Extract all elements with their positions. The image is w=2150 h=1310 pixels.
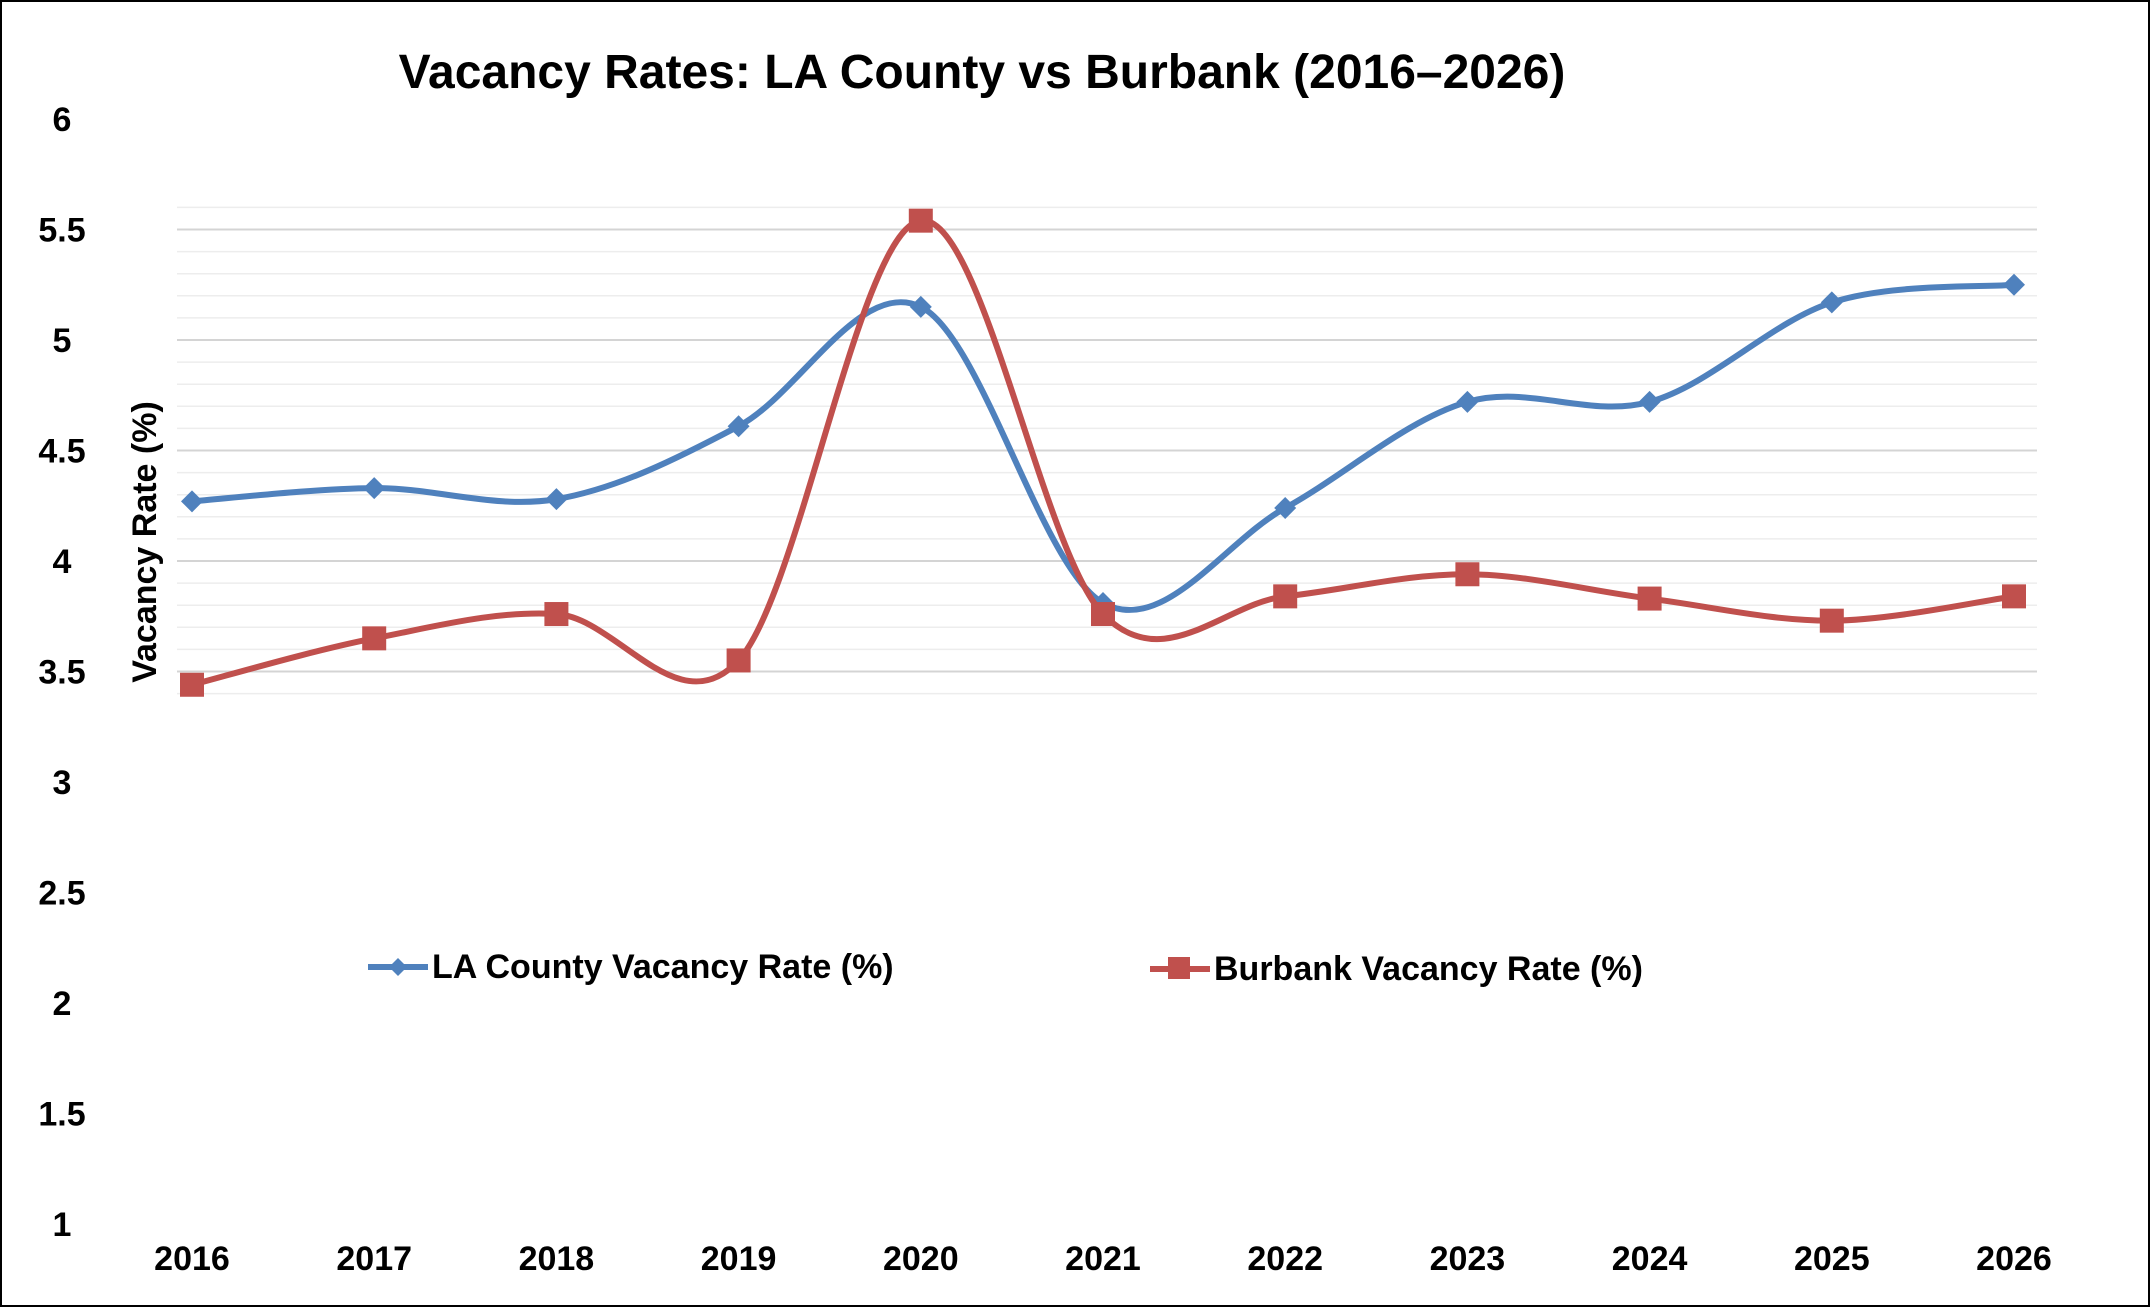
y-tick-label: 5.5 (38, 212, 85, 250)
data-point-marker (1819, 608, 1844, 633)
data-point-marker (2003, 273, 2025, 296)
legend-marker-la-county (389, 958, 407, 976)
x-tick-label: 2026 (1976, 1240, 2052, 1278)
chart-title: Vacancy Rates: LA County vs Burbank (201… (399, 46, 1566, 99)
y-axis-ticks: 1 1.5 2 2.5 3 3.5 4 4.5 5 5.5 6 (38, 101, 85, 1244)
x-tick-label: 2019 (701, 1240, 777, 1278)
data-point-marker (362, 626, 387, 651)
data-point-marker (1455, 562, 1480, 587)
data-point-marker (363, 477, 386, 500)
data-point-marker (1456, 390, 1479, 413)
y-tick-label: 2 (53, 985, 72, 1023)
y-tick-label: 6 (53, 101, 72, 139)
legend-label-la-county: LA County Vacancy Rate (%) (432, 948, 894, 986)
data-point-marker (726, 648, 751, 673)
gridlines (177, 206, 2037, 695)
x-axis-ticks: 2016 2017 2018 2019 2020 2021 2022 2023 2024 2025… (154, 1240, 2052, 1278)
y-tick-label: 3.5 (38, 654, 85, 692)
x-tick-label: 2018 (519, 1240, 595, 1278)
legend-marker-burbank (1168, 957, 1190, 979)
data-point-marker (544, 602, 569, 627)
x-tick-label: 2021 (1065, 1240, 1141, 1278)
data-point-marker (180, 672, 204, 697)
data-point-marker (545, 488, 568, 511)
y-tick-label: 1 (53, 1206, 72, 1244)
y-axis-label: Vacancy Rate (%) (126, 401, 164, 683)
legend: LA County Vacancy Rate (%) Burbank Vacan… (368, 948, 1643, 988)
x-tick-label: 2025 (1794, 1240, 1870, 1278)
data-point-marker (1820, 291, 1843, 314)
x-tick-label: 2023 (1430, 1240, 1506, 1278)
x-tick-label: 2024 (1612, 1240, 1688, 1278)
x-tick-label: 2020 (883, 1240, 959, 1278)
x-tick-label: 2016 (154, 1240, 230, 1278)
data-point-marker (1274, 496, 1297, 519)
data-point-marker (1638, 390, 1661, 413)
y-tick-label: 5 (53, 322, 72, 360)
y-tick-label: 2.5 (38, 875, 85, 913)
series-la-county (181, 273, 2025, 614)
y-tick-label: 4.5 (38, 433, 85, 471)
data-point-marker (908, 208, 933, 233)
data-point-marker (727, 415, 750, 438)
series-burbank (180, 208, 2026, 697)
x-tick-label: 2017 (336, 1240, 412, 1278)
series-layer (180, 208, 2026, 697)
x-tick-label: 2022 (1247, 1240, 1323, 1278)
data-point-marker (1091, 602, 1115, 627)
data-point-marker (1637, 586, 1662, 611)
y-tick-label: 4 (53, 543, 72, 581)
y-tick-label: 3 (53, 764, 72, 802)
legend-label-burbank: Burbank Vacancy Rate (%) (1214, 950, 1643, 988)
data-point-marker (181, 490, 203, 513)
data-point-marker (1273, 584, 1298, 609)
data-point-marker (909, 295, 932, 318)
data-point-marker (2002, 584, 2026, 609)
y-tick-label: 1.5 (38, 1096, 85, 1134)
